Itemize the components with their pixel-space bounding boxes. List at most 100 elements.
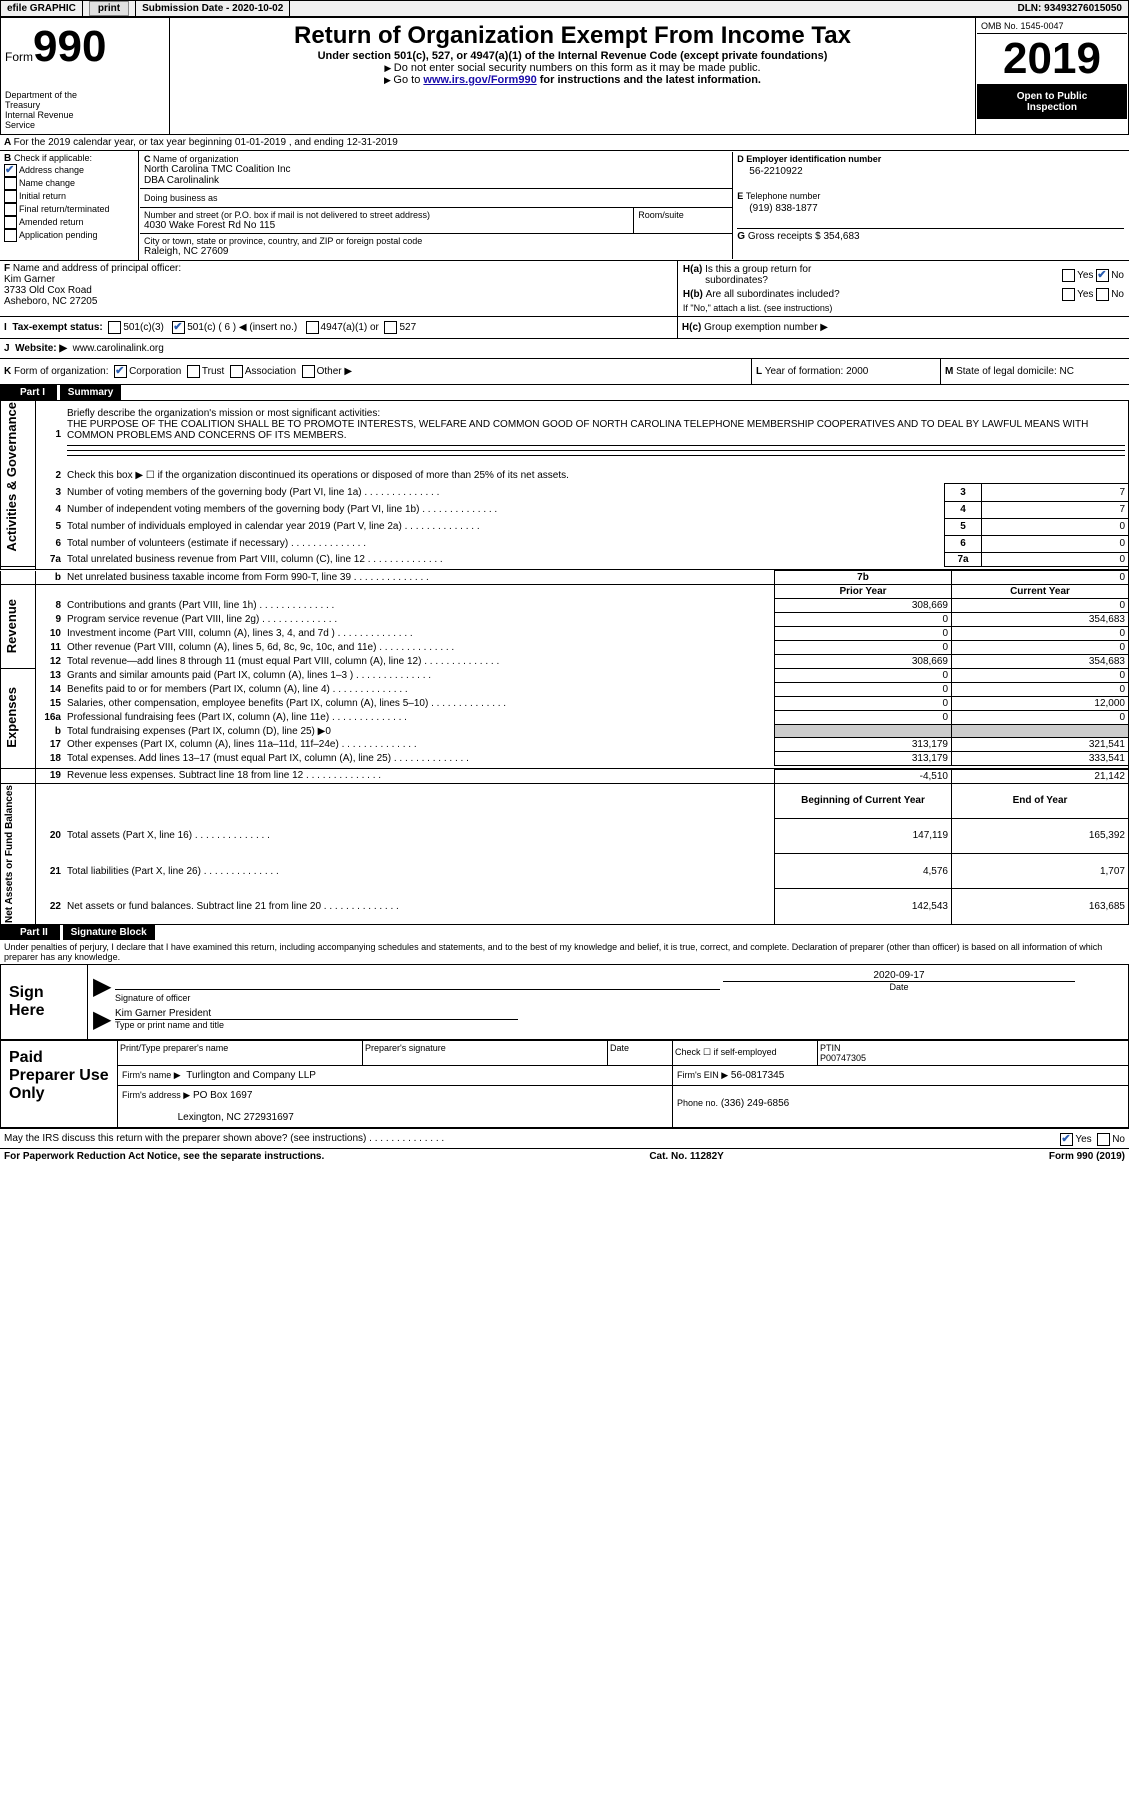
ptin-value: P00747305 [820,1053,1126,1063]
line-a: A For the 2019 calendar year, or tax yea… [0,135,1129,151]
l5-box: 5 [945,518,982,535]
l18-label: Total expenses. Add lines 13–17 (must eq… [64,752,775,766]
irs-link[interactable]: www.irs.gov/Form990 [423,74,536,86]
l7a-box: 7a [945,553,982,567]
corp-checkbox[interactable] [114,365,127,378]
l5-label: Total number of individuals employed in … [64,518,945,535]
final-return-checkbox[interactable] [4,203,17,216]
discuss-no-checkbox[interactable] [1097,1133,1110,1146]
assoc-checkbox[interactable] [230,365,243,378]
app-pending-checkbox[interactable] [4,229,17,242]
l16a-label: Professional fundraising fees (Part IX, … [64,711,775,725]
l16b-label: Total fundraising expenses (Part IX, col… [64,725,775,738]
dept-line4: Service [5,120,165,130]
hb-note: If "No," attach a list. (see instruction… [682,302,1125,314]
phone-label: Telephone number [746,191,821,201]
firm-name: Turlington and Company LLP [186,1070,316,1081]
l7b-label: Net unrelated business taxable income fr… [64,571,775,585]
city-value: Raleigh, NC 27609 [144,246,728,257]
l18-num: 18 [36,752,65,766]
part2-header: Part II Signature Block [0,925,1129,940]
l7b-val: 0 [952,571,1129,585]
other-checkbox[interactable] [302,365,315,378]
l19-num: 19 [36,769,65,783]
l18-current: 333,541 [952,752,1129,766]
l7a-label: Total unrelated business revenue from Pa… [64,553,945,567]
self-employed-label: Check ☐ if self-employed [673,1040,818,1065]
officer-addr2: Asheboro, NC 27205 [4,296,673,307]
yof-value: 2000 [846,366,868,377]
l6-val: 0 [982,535,1129,552]
phone-value: (919) 838-1877 [749,203,1124,214]
submission-date: Submission Date - 2020-10-02 [136,1,290,16]
omb-number: OMB No. 1545-0047 [977,19,1127,34]
501c-checkbox[interactable] [172,321,185,334]
l14-label: Benefits paid to or for members (Part IX… [64,683,775,697]
ha-yes-checkbox[interactable] [1062,269,1075,282]
l8-label: Contributions and grants (Part VIII, lin… [64,599,775,613]
gross-label: Gross receipts $ [748,231,821,242]
app-pending-label: Application pending [19,230,98,240]
l17-label: Other expenses (Part IX, column (A), lin… [64,738,775,752]
l10-prior: 0 [775,627,952,641]
prior-year-header: Prior Year [775,585,952,599]
l10-current: 0 [952,627,1129,641]
527-checkbox[interactable] [384,321,397,334]
l21-num: 21 [36,854,65,889]
l4-label: Number of independent voting members of … [64,501,945,518]
revenue-label: Revenue [4,599,19,653]
l14-current: 0 [952,683,1129,697]
status-block: I Tax-exempt status: 501(c)(3) 501(c) ( … [0,317,1129,339]
print-button[interactable]: print [83,1,136,16]
l18-prior: 313,179 [775,752,952,766]
website-label: Website: ▶ [15,343,67,354]
form-org-block: K Form of organization: Corporation Trus… [0,359,1129,385]
paid-preparer-block: Paid Preparer Use Only Print/Type prepar… [0,1040,1129,1128]
l1-text: THE PURPOSE OF THE COALITION SHALL BE TO… [67,419,1088,441]
officer-signature-line[interactable] [115,971,720,990]
room-label: Room/suite [634,208,733,234]
discuss-yes-checkbox[interactable] [1060,1133,1073,1146]
firm-addr-label: Firm's address ▶ [122,1090,190,1100]
ha-no-checkbox[interactable] [1096,269,1109,282]
hb-no-checkbox[interactable] [1096,288,1109,301]
ein-label: Employer identification number [746,154,881,164]
street-label: Number and street (or P.O. box if mail i… [144,210,629,220]
initial-return-checkbox[interactable] [4,190,17,203]
name-change-label: Name change [19,178,75,188]
subtitle-1: Under section 501(c), 527, or 4947(a)(1)… [174,50,971,62]
hb-yes-checkbox[interactable] [1062,288,1075,301]
501c3-checkbox[interactable] [108,321,121,334]
ptin-label: PTIN [820,1043,1126,1053]
l15-prior: 0 [775,697,952,711]
activities-label: Activities & Governance [4,402,19,552]
l5-num: 5 [36,518,65,535]
4947-checkbox[interactable] [306,321,319,334]
name-change-checkbox[interactable] [4,177,17,190]
l3-box: 3 [945,484,982,501]
l8-current: 0 [952,599,1129,613]
net-assets-label: Net Assets or Fund Balances [4,785,15,923]
l12-current: 354,683 [952,655,1129,669]
entity-block: B Check if applicable: Address change Na… [0,151,1129,261]
l21-label: Total liabilities (Part X, line 26) [64,854,775,889]
amended-return-checkbox[interactable] [4,216,17,229]
street-value: 4030 Wake Forest Rd No 115 [144,220,629,231]
hb-label: Are all subordinates included? [706,289,840,300]
end-year-header: End of Year [952,783,1129,818]
l3-label: Number of voting members of the governin… [64,484,945,501]
trust-checkbox[interactable] [187,365,200,378]
address-change-checkbox[interactable] [4,164,17,177]
page-footer: For Paperwork Reduction Act Notice, see … [0,1149,1129,1164]
l19-prior: -4,510 [775,769,952,783]
prep-name-label: Print/Type preparer's name [118,1040,363,1065]
l8-num: 8 [36,599,65,613]
yof-label: Year of formation: [765,366,844,377]
state-label: State of legal domicile: [956,366,1057,377]
l2-text: Check this box ▶ ☐ if the organization d… [64,467,1129,484]
part1-header: Part I Summary [0,385,1129,400]
begin-year-header: Beginning of Current Year [775,783,952,818]
l11-num: 11 [36,641,65,655]
l20-label: Total assets (Part X, line 16) [64,818,775,853]
l12-num: 12 [36,655,65,669]
